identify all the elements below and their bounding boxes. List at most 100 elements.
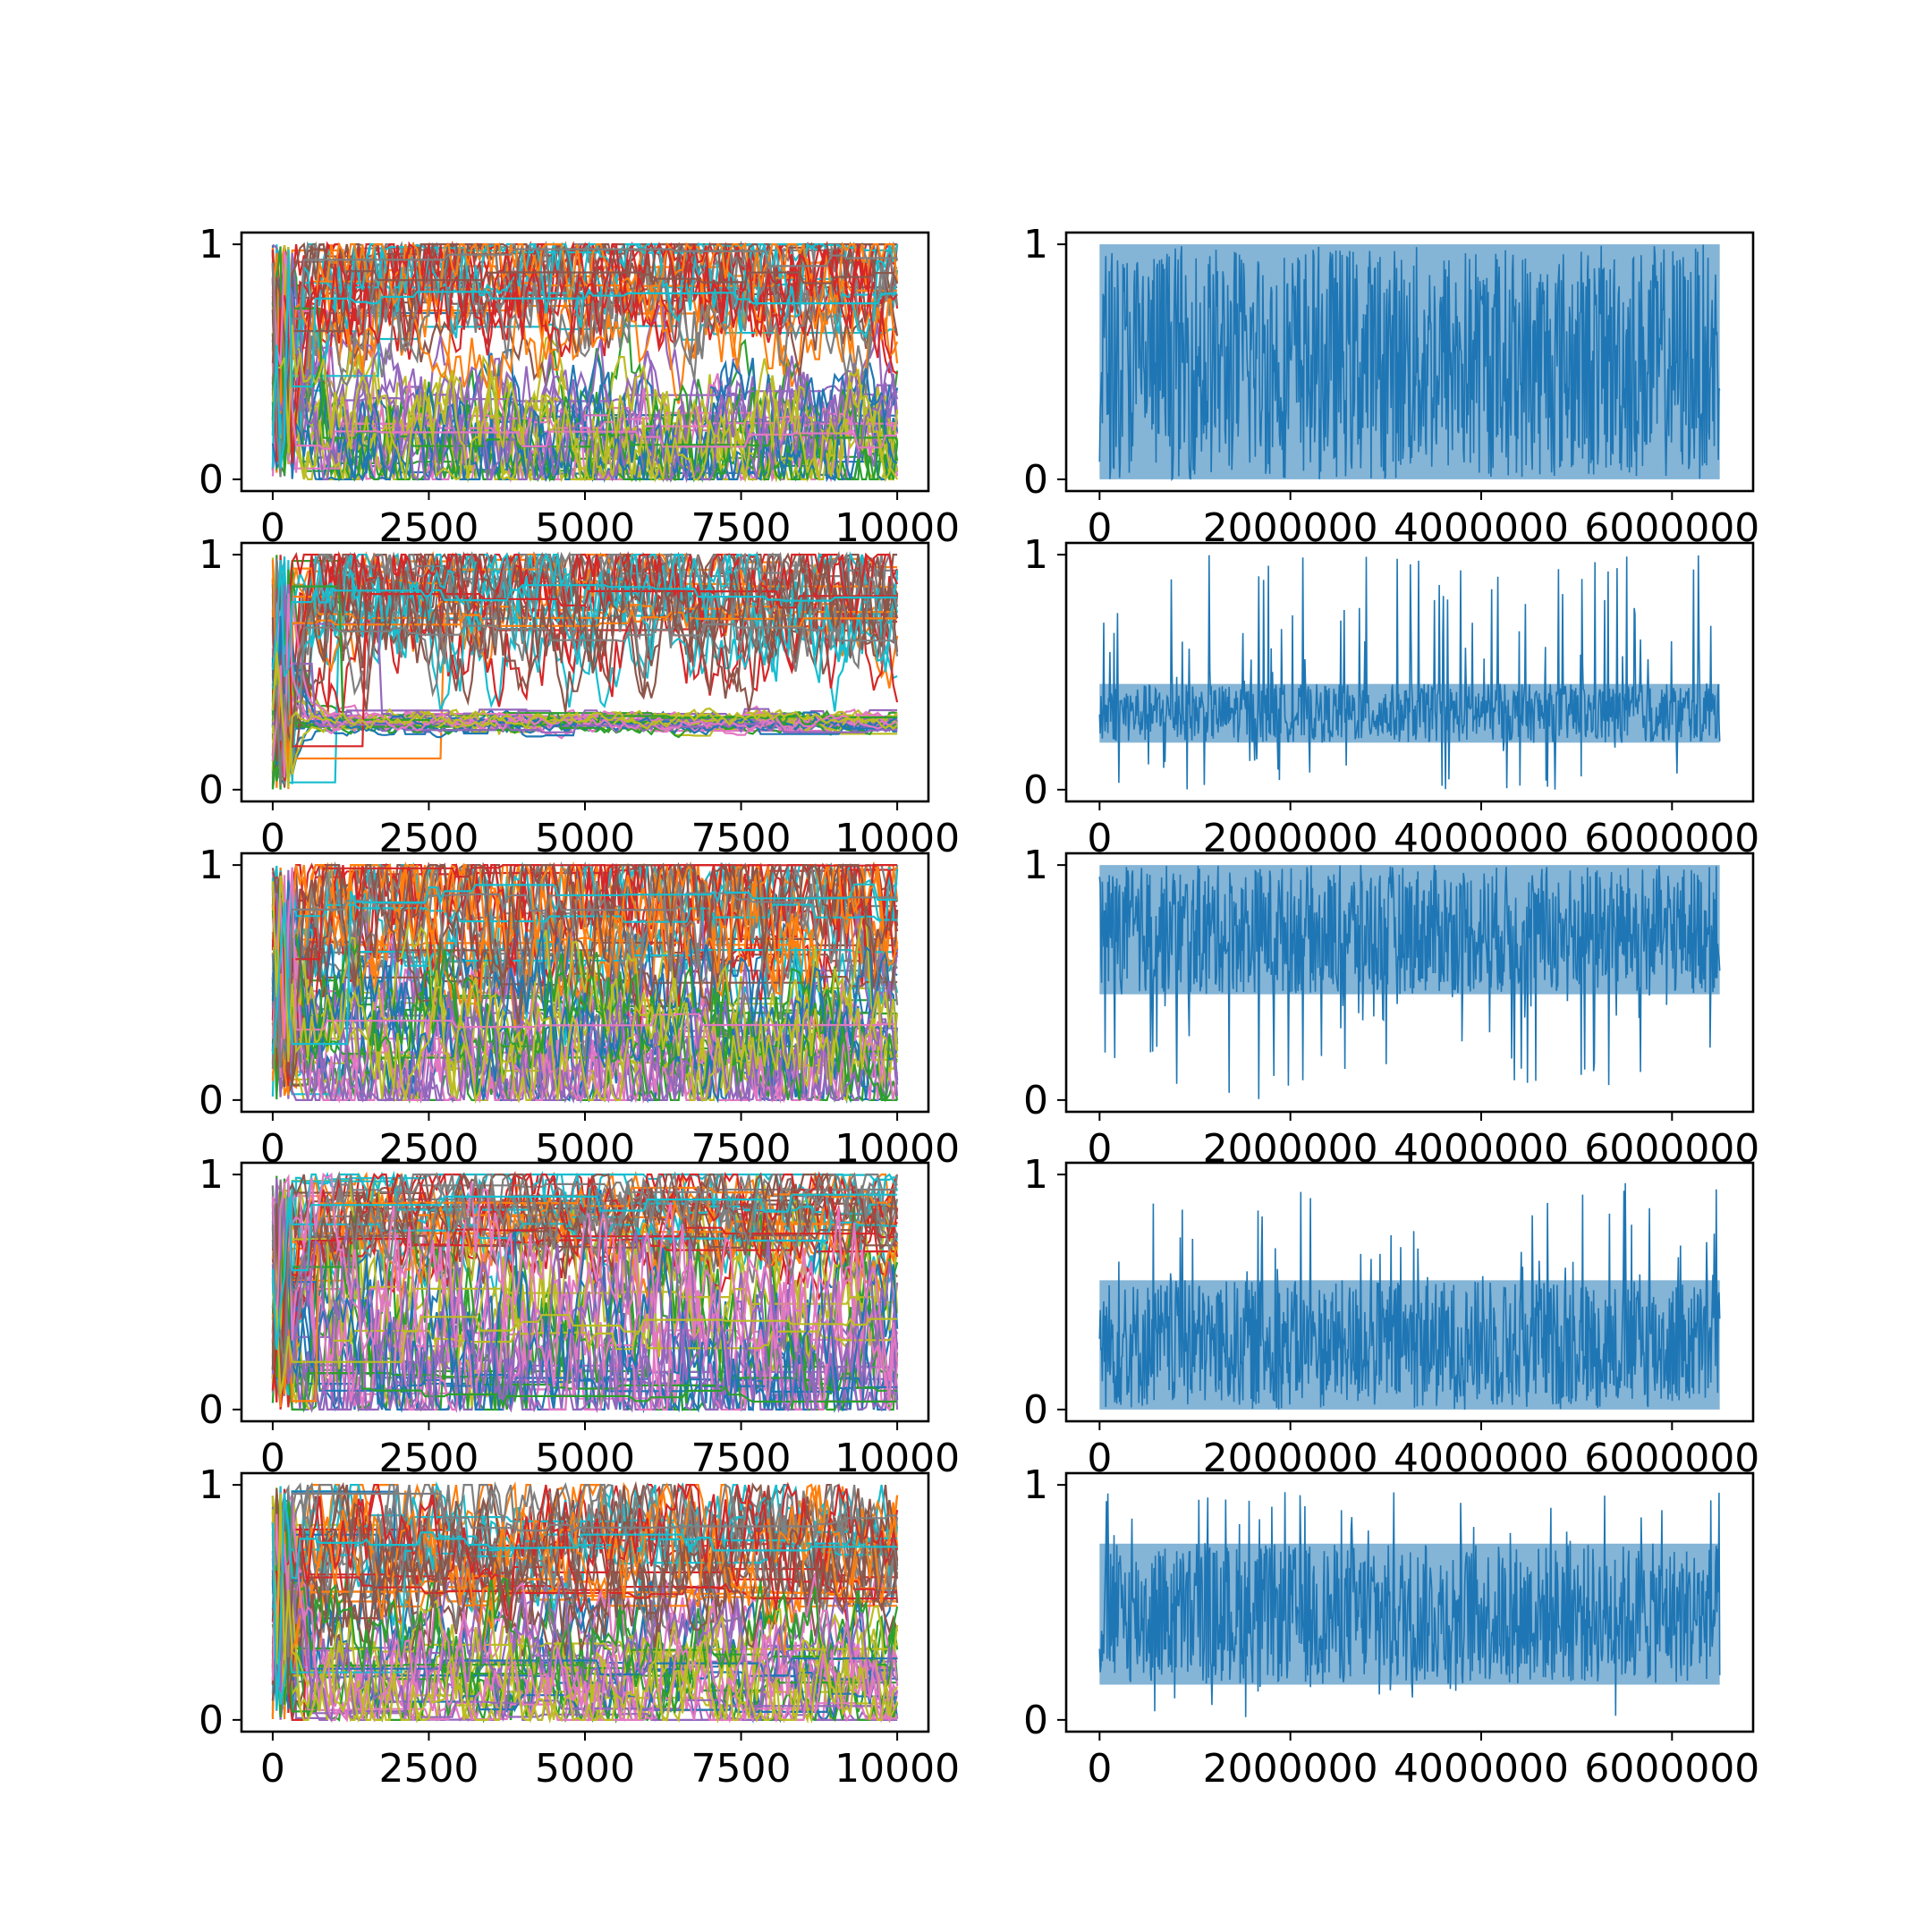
x-tick-label: 2000000 [1203, 505, 1378, 551]
chain-line [271, 1191, 898, 1409]
x-tick-label: 4000000 [1394, 816, 1569, 861]
chain-line [272, 282, 898, 484]
panel-r1-right: 0 2000000 4000000 6000000 0 1 [1023, 222, 1759, 551]
chain-line [271, 1178, 899, 1412]
chain-line [271, 1481, 899, 1665]
x-tick-label: 0 [1087, 1126, 1112, 1172]
chain-line [271, 585, 898, 741]
chain-line [271, 1170, 899, 1377]
x-tick-label: 2500 [378, 816, 479, 861]
chain-line [271, 1492, 899, 1669]
chain-line [272, 243, 899, 484]
chain-line [271, 250, 898, 450]
chain-line [271, 589, 898, 782]
plot-area [1098, 1182, 1721, 1410]
y-tick-label: 1 [1023, 1152, 1048, 1198]
x-tick-label: 7500 [691, 1746, 792, 1792]
chain-line [271, 881, 899, 1104]
x-tick-label: 7500 [691, 505, 792, 551]
chain-line [271, 1533, 898, 1705]
chain-line [271, 551, 899, 785]
chain-line [271, 651, 898, 788]
chain-line [271, 1529, 898, 1718]
x-tick-label: 6000000 [1584, 816, 1759, 861]
plot-area [1098, 865, 1721, 1099]
y-tick-label: 1 [199, 1152, 224, 1198]
chain-line [271, 1496, 898, 1724]
chain-line [271, 867, 898, 1045]
chain-line [271, 863, 899, 1094]
y-tick-label: 1 [199, 532, 224, 578]
panel-r4-left: 0 2500 5000 7500 10000 0 1 [199, 1152, 960, 1481]
chain-line [271, 1185, 898, 1384]
x-tick-label: 0 [260, 505, 285, 551]
y-tick-label: 1 [199, 843, 224, 888]
x-tick-label: 0 [1087, 1746, 1112, 1792]
chain-line [271, 910, 898, 1102]
x-tick-label: 0 [1087, 816, 1112, 861]
chain-line [271, 1507, 898, 1677]
chain-line [271, 863, 898, 1087]
x-tick-label: 4000000 [1394, 1746, 1569, 1792]
axes-frame [1064, 852, 1755, 1114]
y-tick-label: 1 [1023, 532, 1048, 578]
chain-line [271, 1493, 899, 1677]
chain-line [271, 1293, 898, 1394]
chain-line [271, 863, 899, 1049]
panel-r5-left: 0 2500 5000 7500 10000 0 1 [199, 1462, 960, 1792]
plot-area [1098, 1492, 1721, 1717]
panel-r3-right: 0 2000000 4000000 6000000 0 1 [1023, 843, 1759, 1172]
panel-r3-left: 0 2500 5000 7500 10000 0 1 [199, 843, 960, 1172]
x-tick-label: 2000000 [1203, 1746, 1378, 1792]
x-tick-label: 6000000 [1584, 1746, 1759, 1792]
chain-line [272, 559, 899, 788]
y-tick-label: 0 [199, 1387, 224, 1433]
chain-line [271, 554, 899, 784]
y-tick-label: 0 [1023, 1078, 1048, 1123]
y-tick-label: 0 [199, 1078, 224, 1123]
chain-line [271, 553, 899, 762]
x-tick-label: 5000 [535, 1436, 635, 1481]
chain-line [271, 270, 899, 411]
panel-r4-right: 0 2000000 4000000 6000000 0 1 [1023, 1152, 1759, 1481]
chain-line [271, 863, 899, 1076]
y-tick-label: 1 [199, 1462, 224, 1508]
plot-area [271, 550, 899, 790]
chain-line [271, 1551, 898, 1723]
chain-line [271, 325, 899, 483]
y-tick-label: 0 [1023, 1387, 1048, 1433]
chain-line [271, 875, 899, 1105]
x-tick-label: 7500 [691, 816, 792, 861]
plot-area [271, 240, 899, 484]
x-tick-label: 2500 [378, 1746, 479, 1792]
x-tick-label: 4000000 [1394, 1436, 1569, 1481]
y-tick-label: 0 [199, 1698, 224, 1743]
plot-area [271, 1480, 899, 1724]
axes-frame [1064, 1471, 1755, 1733]
chain-line [271, 249, 898, 469]
x-tick-label: 0 [260, 1436, 285, 1481]
panel-r1-left: 0 2500 5000 7500 10000 0 1 [199, 222, 960, 551]
y-tick-label: 1 [1023, 222, 1048, 267]
chain-line [271, 248, 898, 478]
plot-area [1098, 555, 1721, 790]
chain-line [271, 861, 899, 1096]
chain-line [271, 1193, 898, 1351]
x-tick-label: 6000000 [1584, 505, 1759, 551]
chain-line [271, 883, 898, 1055]
x-tick-label: 7500 [691, 1436, 792, 1481]
chain-line [271, 899, 899, 1104]
y-tick-label: 0 [199, 767, 224, 813]
x-tick-label: 2000000 [1203, 1126, 1378, 1172]
chain-line [271, 247, 899, 447]
x-tick-label: 5000 [535, 1746, 635, 1792]
axes-frame [1064, 541, 1755, 803]
chain-line [271, 559, 898, 678]
chain-line [272, 1482, 899, 1624]
x-tick-label: 5000 [535, 1126, 635, 1172]
chain-line [271, 1492, 898, 1657]
chain-line [272, 882, 898, 1087]
trace-band [1099, 865, 1720, 995]
chain-line [271, 623, 898, 786]
